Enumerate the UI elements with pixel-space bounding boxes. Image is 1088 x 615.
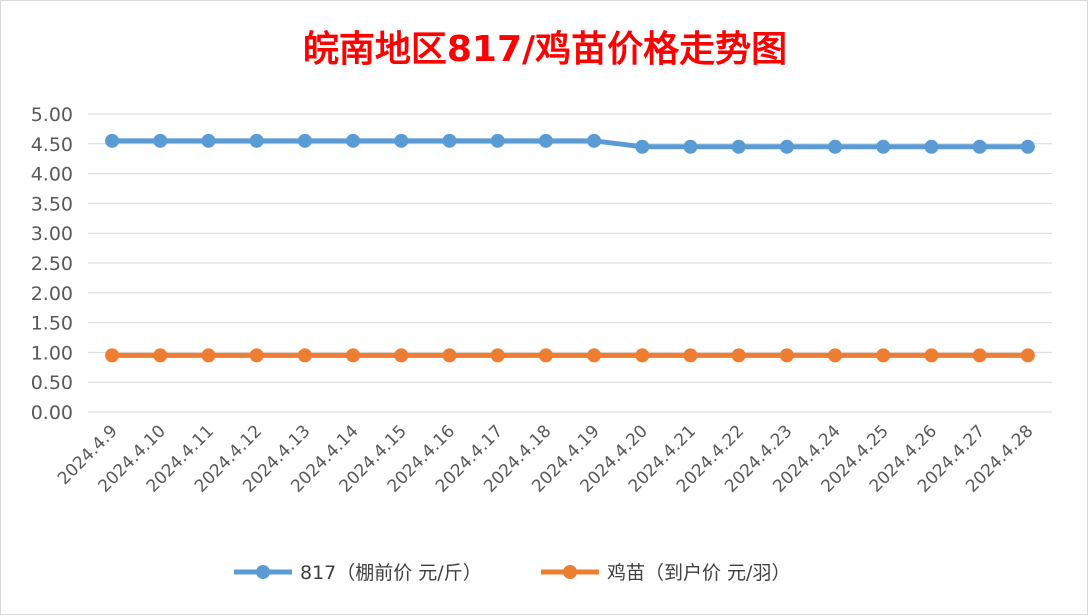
- data-point: [635, 348, 650, 363]
- data-point: [828, 348, 843, 363]
- legend-swatch-marker: [256, 565, 270, 579]
- data-point: [490, 348, 505, 363]
- grid-lines: [88, 113, 1052, 413]
- y-tick-label: 1.00: [31, 342, 73, 364]
- y-tick-label: 3.50: [31, 193, 73, 215]
- data-point: [635, 139, 650, 154]
- data-point: [779, 139, 794, 154]
- data-point: [346, 348, 361, 363]
- data-point: [153, 348, 168, 363]
- y-tick-label: 0.00: [31, 402, 73, 424]
- data-point: [876, 139, 891, 154]
- data-point: [828, 139, 843, 154]
- x-axis-ticks: 2024.4.92024.4.102024.4.112024.4.122024.…: [54, 421, 1037, 496]
- y-tick-label: 1.50: [31, 313, 73, 335]
- data-point: [297, 348, 312, 363]
- y-tick-label: 2.00: [31, 283, 73, 305]
- data-point: [731, 348, 746, 363]
- y-tick-label: 5.00: [31, 104, 73, 126]
- data-point: [442, 133, 457, 148]
- data-point: [683, 139, 698, 154]
- data-point: [1020, 348, 1035, 363]
- y-tick-label: 0.50: [31, 372, 73, 394]
- data-point: [105, 133, 120, 148]
- legend-swatch-marker: [563, 565, 577, 579]
- y-tick-label: 4.50: [31, 134, 73, 156]
- series-2: [105, 348, 1035, 363]
- legend-label: 鸡苗（到户价 元/羽）: [607, 562, 790, 584]
- y-tick-label: 3.00: [31, 223, 73, 245]
- series-1: [105, 133, 1035, 154]
- data-point: [442, 348, 457, 363]
- data-point: [105, 348, 120, 363]
- data-point: [249, 133, 264, 148]
- legend: 817（棚前价 元/斤） 鸡苗（到户价 元/羽）: [234, 562, 790, 584]
- data-point: [972, 139, 987, 154]
- data-point: [587, 133, 602, 148]
- y-axis-ticks: 0.00 0.50 1.00 1.50 2.00 2.50 3.00 3.50 4.00 4.50…: [31, 104, 73, 424]
- data-point: [297, 133, 312, 148]
- data-point: [683, 348, 698, 363]
- series-line: [112, 138, 1028, 150]
- data-point: [972, 348, 987, 363]
- chart-title: 皖南地区817/鸡苗价格走势图: [303, 29, 787, 70]
- data-point: [924, 139, 939, 154]
- data-point: [731, 139, 746, 154]
- data-point: [153, 133, 168, 148]
- data-point: [394, 348, 409, 363]
- legend-item: 鸡苗（到户价 元/羽）: [541, 562, 790, 584]
- data-point: [538, 348, 553, 363]
- series-layer: [105, 133, 1035, 363]
- data-point: [201, 348, 216, 363]
- y-tick-label: 4.00: [31, 164, 73, 186]
- y-tick-label: 2.50: [31, 253, 73, 275]
- data-point: [779, 348, 794, 363]
- legend-item: 817（棚前价 元/斤）: [234, 562, 482, 584]
- data-point: [490, 133, 505, 148]
- data-point: [924, 348, 939, 363]
- data-point: [587, 348, 602, 363]
- data-point: [201, 133, 216, 148]
- data-point: [1020, 139, 1035, 154]
- data-point: [876, 348, 891, 363]
- data-point: [346, 133, 361, 148]
- data-point: [249, 348, 264, 363]
- data-point: [538, 133, 553, 148]
- data-point: [394, 133, 409, 148]
- legend-label: 817（棚前价 元/斤）: [300, 562, 482, 584]
